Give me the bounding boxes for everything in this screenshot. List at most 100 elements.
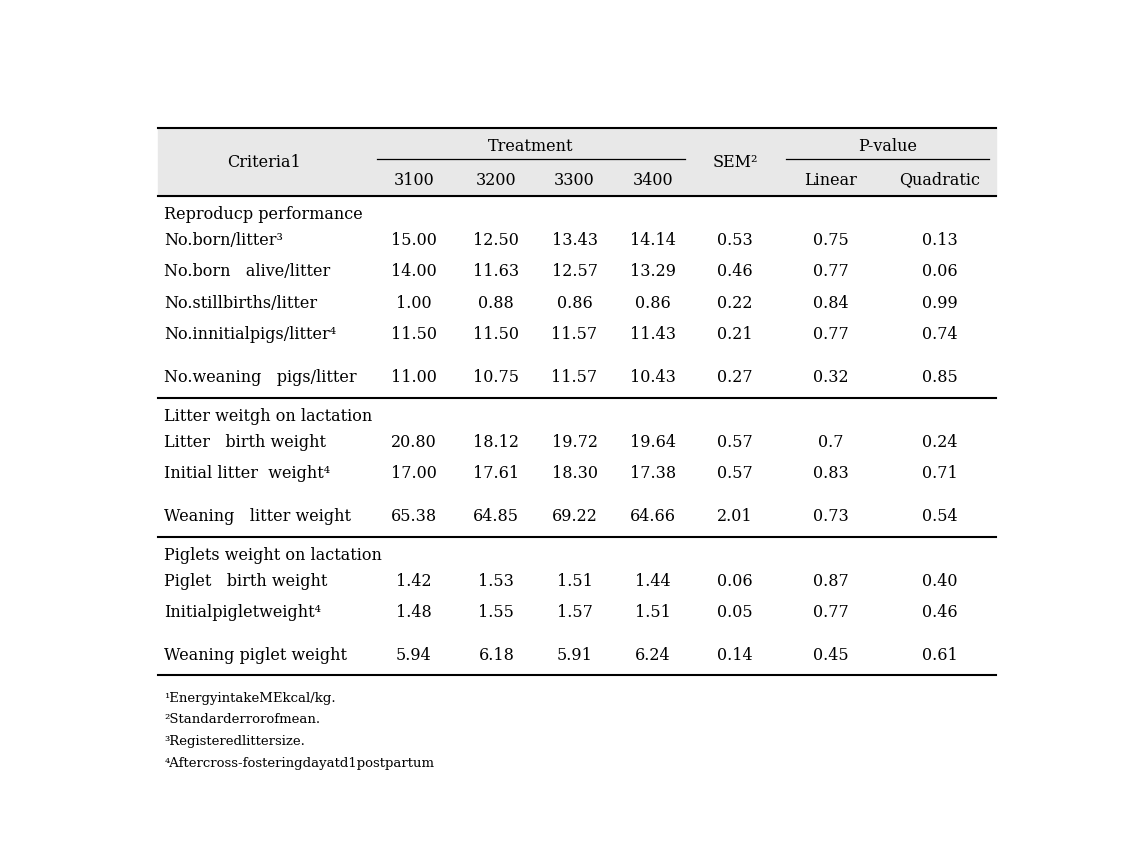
Text: 11.50: 11.50 xyxy=(391,326,437,343)
Text: Reproducp performance: Reproducp performance xyxy=(165,206,363,223)
Text: Litter weitgh on lactation: Litter weitgh on lactation xyxy=(165,408,372,425)
Text: 0.06: 0.06 xyxy=(921,263,957,280)
Text: 0.45: 0.45 xyxy=(813,648,849,665)
Text: 0.71: 0.71 xyxy=(921,465,957,483)
Text: 0.61: 0.61 xyxy=(921,648,957,665)
Text: 13.29: 13.29 xyxy=(630,263,676,280)
Bar xyxy=(157,129,995,196)
Text: 0.27: 0.27 xyxy=(717,369,753,386)
Text: 11.57: 11.57 xyxy=(552,326,597,343)
Text: 0.24: 0.24 xyxy=(921,434,957,451)
Text: 10.75: 10.75 xyxy=(473,369,519,386)
Text: Treatment: Treatment xyxy=(489,138,574,155)
Text: 0.74: 0.74 xyxy=(921,326,957,343)
Text: 1.57: 1.57 xyxy=(556,604,593,621)
Text: 0.86: 0.86 xyxy=(557,294,592,311)
Text: 11.63: 11.63 xyxy=(473,263,519,280)
Text: 11.00: 11.00 xyxy=(391,369,437,386)
Text: No.innitialpigs/litter⁴: No.innitialpigs/litter⁴ xyxy=(165,326,336,343)
Text: 1.51: 1.51 xyxy=(634,604,670,621)
Text: 14.00: 14.00 xyxy=(391,263,437,280)
Text: Weaning   litter weight: Weaning litter weight xyxy=(165,508,352,525)
Text: 0.73: 0.73 xyxy=(813,508,849,525)
Text: 20.80: 20.80 xyxy=(391,434,437,451)
Text: 1.48: 1.48 xyxy=(396,604,432,621)
Text: 64.66: 64.66 xyxy=(630,508,676,525)
Text: 10.43: 10.43 xyxy=(630,369,676,386)
Text: 0.88: 0.88 xyxy=(479,294,515,311)
Text: 0.46: 0.46 xyxy=(921,604,957,621)
Text: 0.46: 0.46 xyxy=(717,263,753,280)
Text: No.born   alive/litter: No.born alive/litter xyxy=(165,263,331,280)
Text: 0.87: 0.87 xyxy=(813,573,849,590)
Text: ³Registeredlittersize.: ³Registeredlittersize. xyxy=(165,735,305,748)
Text: 69.22: 69.22 xyxy=(552,508,597,525)
Text: No.weaning   pigs/litter: No.weaning pigs/litter xyxy=(165,369,358,386)
Text: 0.14: 0.14 xyxy=(717,648,753,665)
Text: 1.00: 1.00 xyxy=(396,294,432,311)
Text: 0.22: 0.22 xyxy=(717,294,753,311)
Text: 0.54: 0.54 xyxy=(921,508,957,525)
Text: 0.53: 0.53 xyxy=(717,231,753,248)
Text: 0.86: 0.86 xyxy=(634,294,670,311)
Text: 5.91: 5.91 xyxy=(556,648,593,665)
Text: ⁴Aftercross-fosteringdayatd1postpartum: ⁴Aftercross-fosteringdayatd1postpartum xyxy=(165,757,435,770)
Text: 13.43: 13.43 xyxy=(552,231,597,248)
Text: No.born/litter³: No.born/litter³ xyxy=(165,231,284,248)
Text: 3200: 3200 xyxy=(476,172,517,189)
Text: 3300: 3300 xyxy=(554,172,595,189)
Text: 18.30: 18.30 xyxy=(552,465,597,483)
Text: 1.44: 1.44 xyxy=(634,573,670,590)
Text: 14.14: 14.14 xyxy=(630,231,676,248)
Text: ¹EnergyintakeMEkcal/kg.: ¹EnergyintakeMEkcal/kg. xyxy=(165,692,336,705)
Text: Linear: Linear xyxy=(805,172,858,189)
Text: 11.50: 11.50 xyxy=(473,326,519,343)
Text: Criteria1: Criteria1 xyxy=(228,153,300,170)
Text: 0.57: 0.57 xyxy=(717,465,753,483)
Text: 0.57: 0.57 xyxy=(717,434,753,451)
Text: 0.75: 0.75 xyxy=(813,231,849,248)
Text: 0.77: 0.77 xyxy=(813,326,849,343)
Text: 64.85: 64.85 xyxy=(473,508,519,525)
Text: Initialpigletweight⁴: Initialpigletweight⁴ xyxy=(165,604,322,621)
Text: 0.06: 0.06 xyxy=(717,573,753,590)
Text: Weaning piglet weight: Weaning piglet weight xyxy=(165,648,348,665)
Text: 12.50: 12.50 xyxy=(473,231,519,248)
Text: 0.77: 0.77 xyxy=(813,263,849,280)
Text: 0.77: 0.77 xyxy=(813,604,849,621)
Text: 5.94: 5.94 xyxy=(396,648,432,665)
Text: 1.53: 1.53 xyxy=(479,573,515,590)
Text: 19.64: 19.64 xyxy=(630,434,676,451)
Text: 6.24: 6.24 xyxy=(634,648,670,665)
Text: Piglets weight on lactation: Piglets weight on lactation xyxy=(165,547,382,564)
Text: 0.13: 0.13 xyxy=(921,231,957,248)
Text: Piglet   birth weight: Piglet birth weight xyxy=(165,573,327,590)
Text: 11.43: 11.43 xyxy=(630,326,676,343)
Text: Quadratic: Quadratic xyxy=(899,172,980,189)
Text: 17.00: 17.00 xyxy=(391,465,437,483)
Text: 0.05: 0.05 xyxy=(717,604,753,621)
Text: 6.18: 6.18 xyxy=(479,648,515,665)
Text: P-value: P-value xyxy=(858,138,917,155)
Text: 0.83: 0.83 xyxy=(813,465,849,483)
Text: 11.57: 11.57 xyxy=(552,369,597,386)
Text: 0.99: 0.99 xyxy=(921,294,957,311)
Text: 3100: 3100 xyxy=(393,172,434,189)
Text: 18.12: 18.12 xyxy=(473,434,519,451)
Text: ²Standarderrorofmean.: ²Standarderrorofmean. xyxy=(165,713,321,727)
Text: 12.57: 12.57 xyxy=(552,263,597,280)
Text: 15.00: 15.00 xyxy=(391,231,437,248)
Text: Initial litter  weight⁴: Initial litter weight⁴ xyxy=(165,465,331,483)
Text: 2.01: 2.01 xyxy=(717,508,753,525)
Text: 0.40: 0.40 xyxy=(921,573,957,590)
Text: No.stillbirths/litter: No.stillbirths/litter xyxy=(165,294,317,311)
Text: 1.55: 1.55 xyxy=(479,604,515,621)
Text: 0.21: 0.21 xyxy=(717,326,753,343)
Text: 17.38: 17.38 xyxy=(630,465,676,483)
Text: 0.85: 0.85 xyxy=(921,369,957,386)
Text: 1.42: 1.42 xyxy=(396,573,432,590)
Text: 65.38: 65.38 xyxy=(391,508,437,525)
Text: 19.72: 19.72 xyxy=(552,434,597,451)
Text: 1.51: 1.51 xyxy=(556,573,593,590)
Text: 17.61: 17.61 xyxy=(473,465,519,483)
